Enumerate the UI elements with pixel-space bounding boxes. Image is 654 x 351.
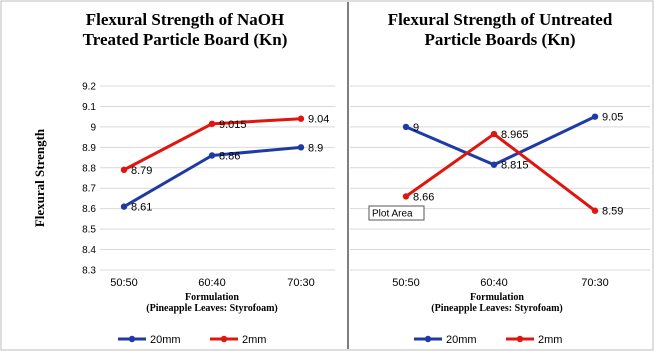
chart-1-title-line: Treated Particle Board (Kn): [83, 30, 288, 49]
chart-1-title-line: Flexural Strength of NaOH: [86, 10, 284, 29]
chart-1-y-tick-label: 8.3: [82, 266, 96, 277]
chart-1-y-tick-label: 8.6: [82, 204, 96, 215]
chart-1-series-2mm-point: [120, 166, 128, 174]
chart-1-y-tick-label: 9: [90, 122, 96, 133]
chart-1-series-20mm-data-label: 8.61: [131, 202, 152, 214]
chart-2-tooltip-box: [368, 205, 425, 221]
chart-1-legend-label: 20mm: [150, 334, 181, 346]
chart-1-y-tick-label: 9.2: [82, 82, 96, 93]
chart-2-series-20mm-data-label: 8.815: [501, 160, 529, 172]
chart-2-series-20mm-point: [490, 161, 498, 168]
chart-1-y-tick-label: 8.7: [82, 184, 96, 195]
chart-2-tooltip-text: Plot Area: [372, 209, 413, 220]
chart-1-series-20mm-point: [120, 203, 128, 210]
chart-1-y-tick-label: 8.5: [82, 225, 96, 236]
chart-1-y-tick-label: 8.4: [82, 245, 96, 256]
chart-1-series-20mm-point: [208, 152, 216, 159]
chart-1-series-2mm-data-label: 9.015: [219, 119, 247, 131]
chart-2-x-tick-label: 60:40: [480, 277, 508, 289]
chart-1-legend-swatch-marker: [128, 335, 136, 343]
chart-1-x-tick-label: 70:30: [287, 277, 315, 289]
chart-1-x-axis-title-line: Formulation: [185, 292, 239, 303]
chart-2-series-2mm-point: [402, 193, 410, 200]
chart-2-legend-label: 20mm: [446, 334, 477, 346]
chart-1-y-tick-label: 8.8: [82, 163, 96, 174]
chart-1-x-tick-label: 50:50: [110, 277, 138, 289]
chart-2-x-tick-label: 50:50: [392, 277, 420, 289]
chart-1-y-tick-label: 9.1: [82, 102, 96, 113]
chart-2-series-20mm-point: [402, 123, 410, 131]
chart-2-series-20mm-data-label: 9: [413, 122, 419, 134]
chart-2-legend-label: 2mm: [538, 334, 562, 346]
chart-2-x-tick-label: 70:30: [581, 277, 609, 289]
chart-2-legend-swatch-marker: [424, 335, 432, 343]
chart-2-series-2mm-data-label: 8.965: [501, 129, 529, 141]
chart-2-legend-swatch-marker: [516, 335, 524, 343]
chart-1-series-2mm-point: [297, 115, 305, 122]
chart-2-series-2mm-point: [591, 207, 599, 214]
chart-1-series-2mm-data-label: 8.79: [131, 165, 152, 177]
chart-1-legend-swatch-marker: [220, 335, 228, 343]
chart-2-x-axis-title-line: Formulation: [470, 292, 524, 303]
chart-1-series-20mm-data-label: 8.86: [219, 151, 240, 163]
chart-1-x-axis-title-line: (Pineapple Leaves: Styrofoam): [146, 303, 277, 314]
chart-1-series-20mm-point: [297, 144, 305, 151]
chart-2-series-2mm-data-label: 8.59: [602, 206, 623, 218]
chart-2-title-line: Particle Boards (Kn): [424, 30, 575, 49]
chart-1-series-2mm-data-label: 9.04: [308, 114, 329, 126]
chart-2-series-2mm-point: [490, 130, 498, 138]
chart-1-series-20mm-data-label: 8.9: [308, 142, 323, 154]
chart-1-series-2mm-point: [208, 120, 216, 128]
chart-1-x-tick-label: 60:40: [198, 277, 226, 289]
chart-1-y-axis-title: Flexural Strength: [32, 128, 47, 227]
chart-2-series-2mm-data-label: 8.66: [413, 191, 434, 203]
chart-2-title-line: Flexural Strength of Untreated: [388, 10, 613, 29]
chart-1-legend-label: 2mm: [242, 334, 266, 346]
chart-1-y-tick-label: 8.9: [82, 143, 96, 154]
chart-2-series-20mm-point: [591, 113, 599, 120]
chart-2-series-20mm-data-label: 9.05: [602, 112, 623, 124]
chart-2-x-axis-title-line: (Pineapple Leaves: Styrofoam): [431, 303, 562, 314]
